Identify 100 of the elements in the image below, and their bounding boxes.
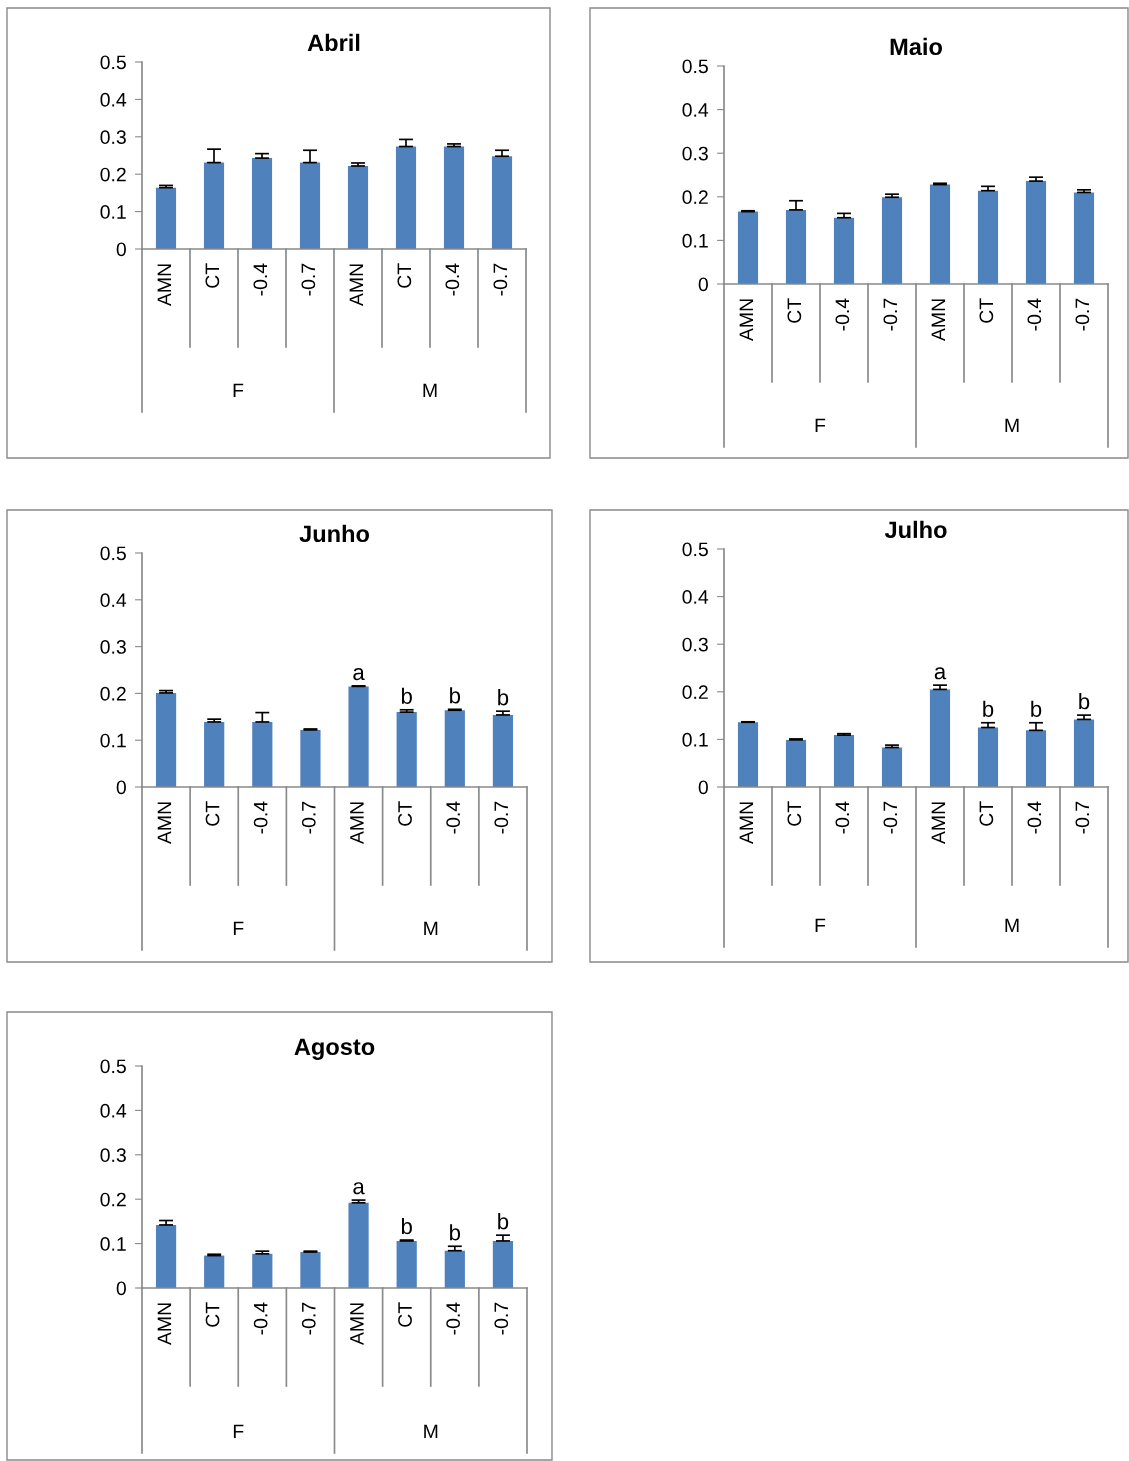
x-tick-label: CT: [787, 801, 802, 826]
y-tick-label: 0.1: [100, 733, 126, 748]
x-tick-label: -0.4: [835, 298, 850, 331]
data-label: b: [450, 687, 461, 704]
bar: [785, 209, 807, 284]
bar: [300, 729, 321, 787]
data-label: b: [983, 700, 994, 717]
x-tick-label: -0.4: [446, 801, 461, 834]
text: F: [233, 1424, 244, 1439]
chart-title: Abril: [307, 33, 360, 52]
y-tick-label: 0.3: [100, 130, 126, 145]
bar: [1073, 719, 1095, 787]
bar: [1025, 181, 1047, 284]
chart-title: Junho: [299, 524, 369, 543]
x-tick-label: -0.7: [301, 263, 316, 296]
text: M: [1005, 418, 1019, 433]
x-tick-label: -0.7: [301, 801, 316, 834]
bar: [348, 1202, 369, 1288]
bar: [833, 217, 855, 284]
x-tick-label: -0.4: [1027, 298, 1042, 331]
data-label: b: [498, 1213, 509, 1230]
bar: [443, 146, 465, 249]
bar: [251, 158, 273, 249]
y-tick-label: 0.2: [682, 190, 708, 205]
text: F: [815, 918, 826, 933]
y-tick-label: 0.1: [100, 205, 126, 219]
x-tick-label: -0.4: [1027, 801, 1042, 834]
y-tick-label: 0.1: [682, 732, 708, 747]
bar: [881, 747, 903, 787]
bar: [155, 692, 177, 787]
x-tick-label: -0.4: [253, 263, 268, 296]
y-tick-label: 0.1: [100, 1237, 126, 1251]
x-tick-label: AMN: [350, 802, 364, 845]
bar: [491, 156, 513, 249]
text: M: [423, 383, 437, 398]
x-tick-label: AMN: [739, 802, 754, 845]
bar: [444, 1250, 465, 1288]
y-tick-label: 0.5: [682, 59, 708, 74]
y-tick-label: 0.4: [100, 1103, 127, 1118]
y-tick-label: 0: [116, 780, 126, 795]
text: M: [424, 921, 438, 936]
x-tick-label: CT: [205, 1302, 220, 1327]
y-tick-label: 0.4: [100, 92, 127, 107]
y-tick-label: 0.3: [682, 146, 708, 161]
bar: [395, 146, 417, 249]
y-tick-label: 0.2: [100, 1192, 126, 1207]
bar: [444, 710, 465, 787]
bar: [155, 187, 177, 249]
y-tick-label: 0.5: [100, 55, 126, 70]
bar: [929, 689, 951, 787]
bar: [347, 165, 369, 249]
data-label: b: [401, 687, 412, 704]
bar: [1025, 730, 1047, 787]
bar: [785, 739, 807, 787]
bar: [396, 712, 417, 787]
x-tick-label: CT: [398, 1302, 412, 1327]
y-tick-label: 0.3: [100, 1148, 126, 1163]
y-tick-label: 0.2: [100, 167, 126, 182]
bar: [977, 190, 999, 284]
x-tick-label: -0.4: [835, 801, 850, 834]
x-tick-label: AMN: [931, 802, 946, 845]
x-tick-label: -0.7: [1075, 801, 1090, 834]
x-tick-label: -0.4: [445, 263, 460, 296]
x-tick-label: CT: [979, 298, 994, 323]
y-tick-label: 0.2: [682, 685, 708, 700]
bar: [204, 1255, 225, 1288]
bar: [203, 162, 225, 249]
bar: [492, 1240, 514, 1288]
x-tick-label: -0.7: [883, 298, 898, 331]
x-tick-label: -0.4: [446, 1302, 461, 1335]
data-label: a: [353, 667, 365, 681]
x-tick-label: -0.4: [253, 801, 268, 834]
x-tick-label: AMN: [739, 299, 754, 342]
y-tick-label: 0.3: [100, 640, 126, 654]
y-tick-label: 0.4: [682, 103, 709, 117]
x-tick-label: AMN: [931, 299, 946, 342]
bar: [204, 721, 225, 787]
bar: [299, 162, 321, 249]
bar: [929, 184, 951, 284]
text: F: [233, 921, 244, 936]
y-tick-label: 0.2: [100, 686, 126, 701]
text: F: [815, 418, 826, 433]
x-tick-label: AMN: [157, 1303, 172, 1346]
bar: [977, 727, 999, 787]
x-tick-label: CT: [397, 263, 412, 288]
y-tick-label: 0.5: [100, 546, 126, 561]
data-label: b: [1031, 700, 1042, 717]
y-tick-label: 0.5: [100, 1059, 126, 1074]
text: F: [233, 383, 244, 398]
chart-title: Agosto: [294, 1038, 375, 1060]
bar: [833, 735, 855, 787]
y-tick-label: 0.1: [682, 233, 708, 248]
x-tick-label: -0.7: [1075, 298, 1090, 331]
text: M: [424, 1424, 438, 1439]
x-tick-label: AMN: [349, 264, 364, 307]
x-tick-label: AMN: [157, 802, 172, 845]
x-tick-label: CT: [787, 298, 802, 323]
x-tick-label: -0.7: [493, 263, 508, 296]
data-label: b: [498, 689, 509, 706]
data-label: a: [353, 1182, 365, 1195]
